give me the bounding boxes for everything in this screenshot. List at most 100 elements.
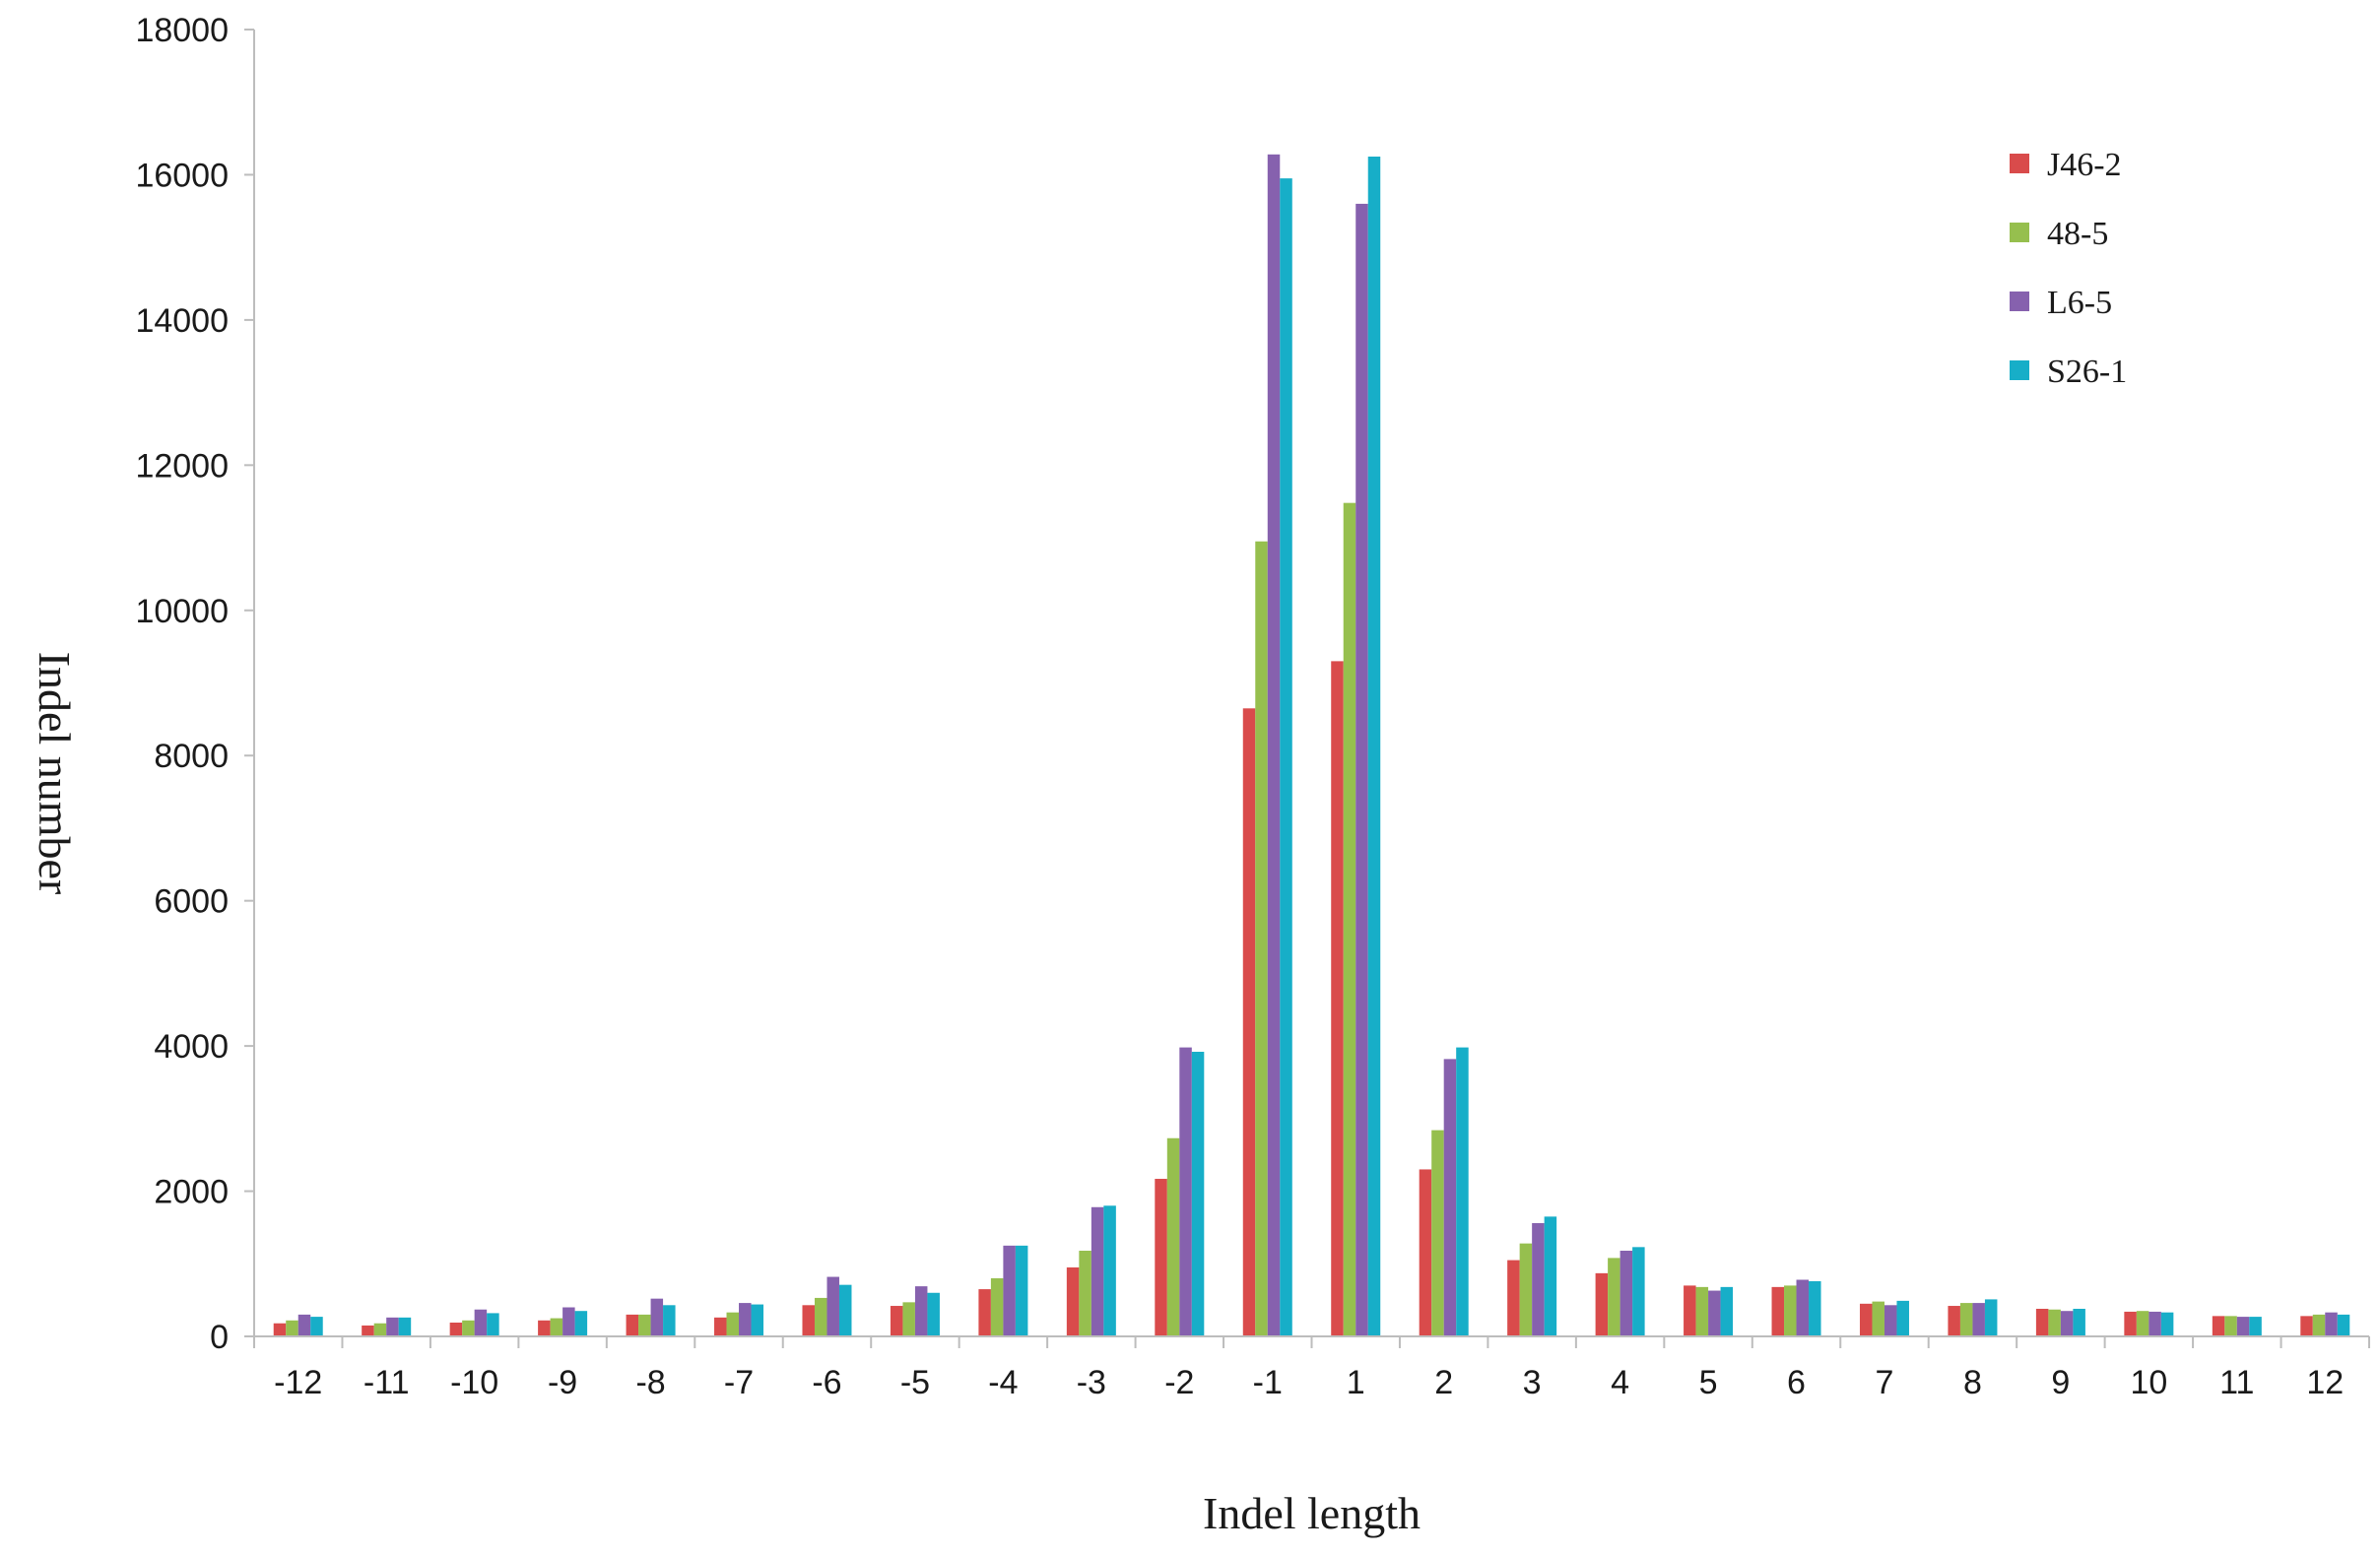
- bar-l6-5--8: [650, 1298, 664, 1336]
- bar-s26-1--10: [487, 1313, 499, 1336]
- bar-s26-1--11: [398, 1317, 412, 1336]
- bar-48-5--5: [902, 1302, 915, 1336]
- bar-j46-2--5: [890, 1306, 903, 1336]
- bar-j46-2--4: [978, 1289, 991, 1336]
- bar-48-5-5: [1695, 1286, 1709, 1336]
- x-tick-label: 10: [2130, 1364, 2167, 1401]
- bar-48-5-10: [2136, 1311, 2149, 1336]
- bar-s26-1-5: [1720, 1286, 1734, 1336]
- bar-s26-1-1: [1367, 157, 1381, 1336]
- x-tick-label: -10: [450, 1364, 498, 1401]
- x-tick-label: 9: [2051, 1364, 2070, 1401]
- y-tick-label: 8000: [154, 738, 229, 775]
- y-ticks: 0 2000 4000 6000 8000 10000 12000 14000 16000 180…: [135, 12, 254, 1356]
- bar-j46-2-12: [2300, 1316, 2313, 1336]
- bar-48-5--2: [1166, 1137, 1180, 1336]
- bar-s26-1--3: [1103, 1205, 1116, 1336]
- bar-48-5--4: [990, 1278, 1004, 1336]
- bar-s26-1--4: [1015, 1245, 1028, 1336]
- legend-label-j46-2: J46-2: [2047, 147, 2122, 183]
- bar-j46-2--1: [1242, 708, 1256, 1336]
- bar-l6-5--11: [386, 1317, 399, 1336]
- bar-j46-2--7: [714, 1317, 727, 1336]
- x-tick-label: -8: [635, 1364, 665, 1401]
- bar-48-5-12: [2312, 1314, 2326, 1336]
- bar-l6-5--1: [1267, 154, 1281, 1336]
- bar-s26-1-3: [1544, 1216, 1557, 1336]
- bar-s26-1--12: [310, 1317, 323, 1336]
- bar-j46-2--9: [538, 1320, 551, 1336]
- x-tick-label: 7: [1876, 1364, 1894, 1401]
- bar-l6-5--12: [298, 1314, 311, 1336]
- legend: J46-2 48-5 L6-5 S26-1: [2010, 147, 2127, 390]
- x-tick-label: -9: [548, 1364, 577, 1401]
- bar-s26-1--5: [927, 1292, 940, 1336]
- bar-j46-2-7: [1859, 1303, 1873, 1336]
- x-tick-label: 12: [2306, 1364, 2344, 1401]
- bar-s26-1--8: [663, 1305, 676, 1336]
- bar-j46-2-9: [2035, 1308, 2049, 1336]
- x-tick-label: -6: [812, 1364, 841, 1401]
- y-tick-label: 4000: [154, 1028, 229, 1066]
- x-tick-label: -2: [1164, 1364, 1194, 1401]
- bar-l6-5--6: [826, 1276, 839, 1336]
- bar-j46-2--6: [802, 1305, 815, 1336]
- legend-label-l6-5: L6-5: [2047, 285, 2112, 321]
- y-tick-label: 2000: [154, 1174, 229, 1211]
- x-ticks: -12 -11 -10 -9 -8 -7 -6 -5 -4 -3 -2 -1 1 2 3 4 5 6 7 8 9 10 11…: [253, 1336, 2370, 1401]
- legend-label-48-5: 48-5: [2047, 216, 2108, 252]
- bar-l6-5--9: [562, 1307, 575, 1336]
- bar-s26-1--7: [751, 1304, 764, 1336]
- x-tick-label: -5: [900, 1364, 930, 1401]
- bar-s26-1-11: [2249, 1317, 2262, 1336]
- bar-48-5--6: [814, 1297, 827, 1336]
- y-tick-label: 16000: [135, 157, 229, 194]
- bar-l6-5--3: [1091, 1206, 1104, 1336]
- bar-l6-5-11: [2236, 1317, 2250, 1336]
- bar-s26-1-7: [1896, 1300, 1909, 1336]
- x-tick-label: 6: [1787, 1364, 1806, 1401]
- bar-l6-5--10: [474, 1309, 488, 1336]
- bar-l6-5-9: [2060, 1311, 2074, 1336]
- bar-48-5-1: [1343, 502, 1356, 1336]
- bar-j46-2-11: [2212, 1316, 2225, 1336]
- bar-l6-5-6: [1796, 1279, 1810, 1336]
- x-tick-label: 3: [1523, 1364, 1542, 1401]
- bar-48-5-9: [2048, 1309, 2061, 1336]
- x-tick-label: -4: [988, 1364, 1018, 1401]
- bar-s26-1-12: [2337, 1314, 2350, 1336]
- x-tick-label: -3: [1077, 1364, 1106, 1401]
- y-tick-label: 10000: [135, 593, 229, 630]
- bar-48-5--11: [373, 1323, 387, 1336]
- bar-48-5-3: [1519, 1243, 1533, 1336]
- bar-48-5-8: [1959, 1303, 1973, 1336]
- bar-j46-2--12: [273, 1323, 287, 1336]
- x-tick-label: 8: [1963, 1364, 1982, 1401]
- bar-48-5--12: [286, 1320, 298, 1336]
- bar-j46-2-5: [1684, 1285, 1696, 1336]
- x-axis-title: Indel length: [1203, 1488, 1421, 1538]
- bar-j46-2-1: [1331, 661, 1344, 1336]
- x-tick-label: 1: [1347, 1364, 1365, 1401]
- bar-l6-5-10: [2149, 1311, 2161, 1336]
- bar-j46-2--10: [449, 1322, 463, 1336]
- y-tick-label: 0: [210, 1319, 229, 1356]
- bar-l6-5-2: [1443, 1059, 1457, 1336]
- bar-48-5--7: [726, 1312, 740, 1336]
- bar-s26-1--9: [574, 1311, 588, 1336]
- bar-48-5-7: [1872, 1301, 1884, 1336]
- bar-l6-5--5: [914, 1286, 928, 1336]
- bar-j46-2-2: [1419, 1169, 1432, 1336]
- y-tick-label: 6000: [154, 883, 229, 921]
- bar-s26-1--1: [1280, 178, 1292, 1336]
- bar-j46-2-8: [1948, 1306, 1960, 1336]
- bar-48-5--10: [462, 1320, 475, 1336]
- bar-l6-5-7: [1884, 1305, 1897, 1336]
- bar-j46-2-3: [1507, 1260, 1520, 1336]
- bar-s26-1-2: [1456, 1047, 1469, 1336]
- bar-j46-2--8: [626, 1314, 639, 1336]
- bar-j46-2-6: [1771, 1286, 1785, 1336]
- bar-48-5--8: [638, 1314, 651, 1336]
- bar-s26-1-6: [1809, 1280, 1821, 1336]
